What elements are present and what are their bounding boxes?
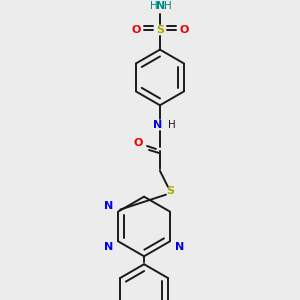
Text: H: H (150, 1, 158, 11)
Text: O: O (131, 25, 141, 35)
Text: O: O (179, 25, 188, 35)
Text: N: N (153, 120, 163, 130)
Text: N: N (156, 1, 166, 11)
Text: N: N (104, 242, 113, 252)
Text: S: S (166, 186, 174, 196)
Text: H: H (168, 120, 176, 130)
Text: H: H (164, 1, 172, 11)
Text: S: S (156, 25, 164, 35)
Text: N: N (104, 201, 113, 211)
Text: N: N (175, 242, 184, 252)
Text: O: O (134, 138, 143, 148)
